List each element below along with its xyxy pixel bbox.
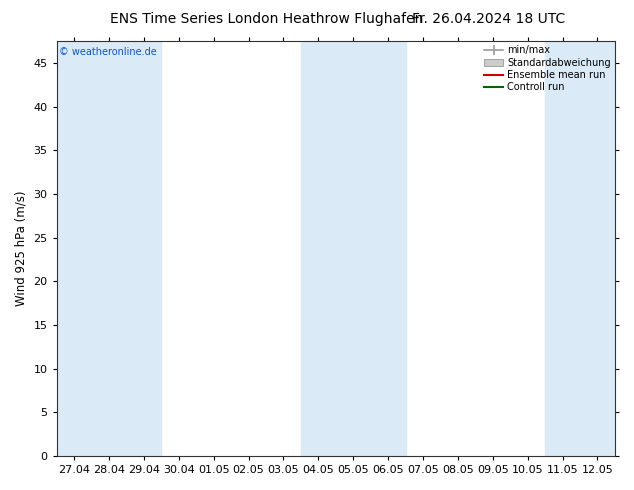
Text: ENS Time Series London Heathrow Flughafen: ENS Time Series London Heathrow Flughafe… — [110, 12, 423, 26]
Bar — [545, 41, 615, 456]
Text: Fr. 26.04.2024 18 UTC: Fr. 26.04.2024 18 UTC — [411, 12, 565, 26]
Bar — [56, 41, 162, 456]
Legend: min/max, Standardabweichung, Ensemble mean run, Controll run: min/max, Standardabweichung, Ensemble me… — [482, 43, 613, 95]
Text: © weatheronline.de: © weatheronline.de — [60, 48, 157, 57]
Bar — [301, 41, 406, 456]
Y-axis label: Wind 925 hPa (m/s): Wind 925 hPa (m/s) — [15, 191, 28, 306]
